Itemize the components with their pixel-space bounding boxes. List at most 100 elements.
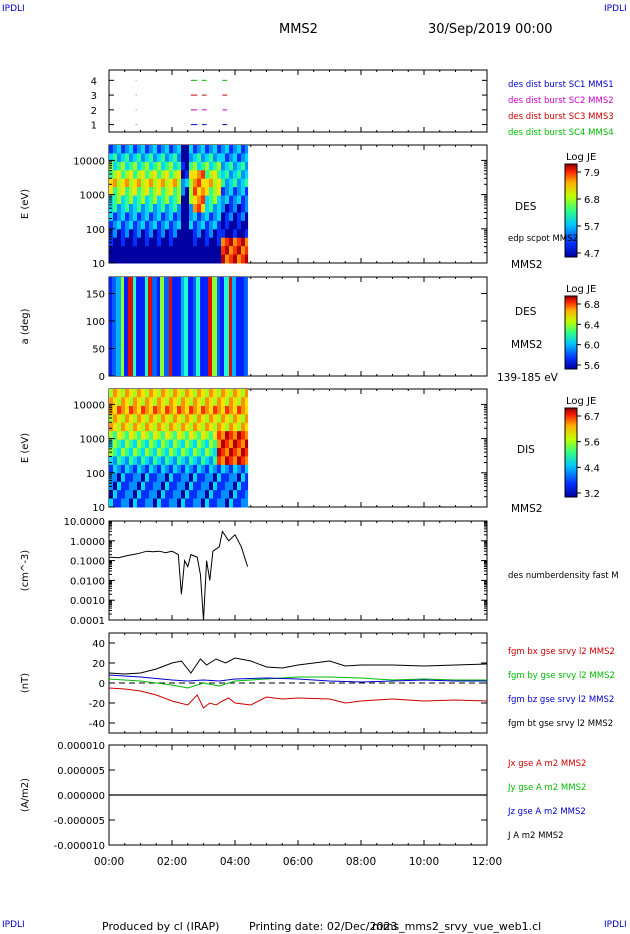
dis-energy-cell — [181, 439, 186, 449]
des-energy-cell — [129, 170, 134, 180]
dis-energy-cell — [237, 481, 242, 491]
dis-energy-cell — [201, 481, 206, 491]
panel-right-label: MMS2 — [511, 339, 542, 351]
dis-energy-cell — [117, 464, 122, 474]
dis-energy-cell — [161, 397, 166, 407]
colorbar-title: Log JE — [566, 284, 596, 295]
dis-energy-cell — [141, 405, 146, 415]
des-energy-cell — [169, 204, 174, 213]
dis-energy-cell — [209, 490, 214, 500]
des-energy-cell — [205, 254, 210, 264]
des-energy-cell — [113, 254, 118, 264]
des-energy-cell — [233, 145, 238, 154]
des-energy-cell — [133, 195, 138, 205]
des-energy-cell — [109, 246, 114, 256]
des-energy-cell — [133, 229, 138, 239]
des-energy-cell — [169, 254, 174, 264]
dis-energy-cell — [205, 481, 210, 491]
des-energy-cell — [221, 187, 226, 197]
des-energy-cell — [153, 220, 158, 230]
dis-energy-cell — [117, 439, 122, 449]
dis-energy-cell — [129, 431, 134, 441]
des-energy-cell — [241, 254, 246, 264]
dis-energy-cell — [133, 473, 138, 483]
des-energy-cell — [169, 220, 174, 230]
des-energy-cell — [165, 145, 170, 154]
des-energy-cell — [113, 229, 118, 239]
des-energy-cell — [245, 145, 249, 154]
dis-energy-cell — [113, 498, 118, 508]
legend-entry: des dist burst SC2 MMS2 — [508, 96, 614, 106]
dis-energy-cell — [113, 405, 118, 415]
des-energy-cell — [237, 220, 242, 230]
dis-energy-cell — [173, 481, 178, 491]
des-energy-cell — [129, 254, 134, 264]
dis-energy-cell — [217, 481, 222, 491]
des-energy-cell — [213, 237, 218, 247]
des-energy-cell — [157, 220, 162, 230]
dis-energy-cell — [185, 422, 190, 432]
des-pitch-strip — [220, 277, 225, 376]
des-pitch-strip — [229, 277, 233, 376]
des-energy-cell — [189, 145, 194, 154]
des-energy-cell — [237, 145, 242, 154]
des-pitch-strip — [200, 277, 206, 376]
legend-entry: des numberdensity fast M — [508, 571, 619, 581]
dis-energy-cell — [113, 414, 118, 424]
des-energy-cell — [209, 204, 214, 213]
des-energy-cell — [165, 220, 170, 230]
des-energy-cell — [161, 237, 166, 247]
dis-energy-cell — [177, 473, 182, 483]
des-energy-cell — [137, 153, 142, 163]
des-pitch-strip — [205, 277, 209, 376]
des-energy-cell — [197, 212, 202, 222]
des-energy-cell — [241, 178, 246, 188]
footer-printing: Printing date: 02/Dec/2023 — [249, 920, 398, 933]
des-energy-cell — [149, 195, 154, 205]
des-energy-cell — [233, 246, 238, 256]
des-energy-cell — [237, 204, 242, 213]
des-energy-cell — [173, 161, 178, 171]
des-energy-cell — [129, 187, 134, 197]
dis-energy-cell — [193, 422, 198, 432]
dis-energy-cell — [169, 439, 174, 449]
des-energy-cell — [237, 178, 242, 188]
des-energy-cell — [225, 254, 230, 264]
des-energy-cell — [141, 187, 146, 197]
des-energy-cell — [125, 170, 130, 180]
dis-energy-cell — [177, 431, 182, 441]
dis-energy-cell — [149, 464, 154, 474]
des-energy-cell — [209, 237, 214, 247]
dis-energy-cell — [161, 439, 166, 449]
des-energy-cell — [177, 212, 182, 222]
des-energy-cell — [109, 212, 114, 222]
des-energy-cell — [141, 170, 146, 180]
des-energy-cell — [201, 220, 206, 230]
des-energy-cell — [125, 254, 130, 264]
des-energy-cell — [221, 178, 226, 188]
des-energy-cell — [145, 254, 150, 264]
des-energy-cell — [185, 204, 190, 213]
y-tick-label: 0 — [99, 372, 105, 383]
des-pitch-strip — [208, 277, 213, 376]
des-energy-cell — [165, 229, 170, 239]
dis-energy-cell — [241, 473, 246, 483]
dis-energy-cell — [237, 456, 242, 466]
dis-energy-cell — [165, 481, 170, 491]
des-energy-cell — [205, 195, 210, 205]
dis-energy-cell — [113, 448, 118, 457]
des-energy-cell — [213, 178, 218, 188]
y-axis-label: a (deg) — [20, 308, 31, 344]
des-energy-cell — [213, 254, 218, 264]
des-energy-cell — [185, 178, 190, 188]
dis-energy-cell — [113, 422, 118, 432]
dis-energy-cell — [129, 481, 134, 491]
des-energy-cell — [121, 187, 126, 197]
corner-label-right: IPDLI — [604, 4, 627, 14]
des-energy-cell — [125, 220, 130, 230]
des-energy-cell — [237, 212, 242, 222]
des-energy-cell — [221, 153, 226, 163]
des-energy-cell — [161, 145, 166, 154]
des-energy-cell — [177, 187, 182, 197]
dis-energy-cell — [229, 422, 234, 432]
